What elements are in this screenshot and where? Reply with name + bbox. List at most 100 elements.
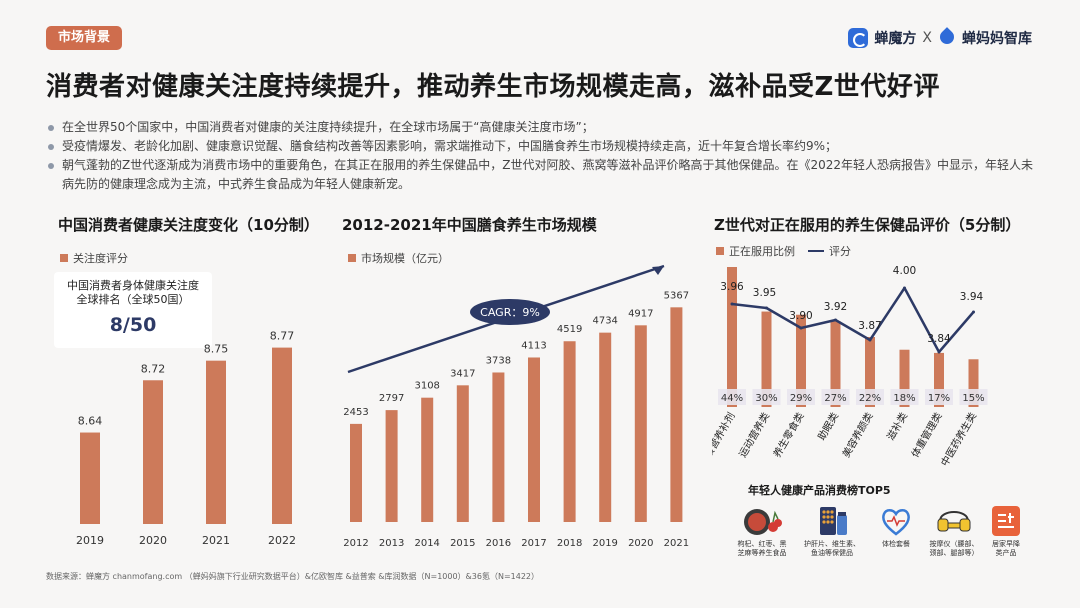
top5-label: 体检套餐 [882, 540, 910, 548]
x-tick-label: 2022 [268, 534, 296, 547]
bar [80, 432, 100, 524]
x-tick-label: 养生零食类 [770, 410, 806, 460]
chart3-legend: 正在服用比例 评分 [716, 243, 851, 259]
chart3-svg: 44% 膳食营养补剂 30% 运动营养类 29% 养生零食类 27% 助眠类 22% 美容养颜类 1… [712, 265, 988, 468]
bar [563, 341, 576, 522]
score-label: 3.94 [960, 291, 984, 303]
brand-left: 蝉魔方 [874, 31, 917, 47]
data-label: 15% [962, 393, 984, 404]
top5-label: 按摩仪（腰部、 [929, 540, 979, 548]
legend-swatch [60, 254, 68, 262]
score-point [765, 306, 768, 310]
data-label: 3738 [486, 355, 511, 366]
cagr-arrowhead [652, 266, 664, 275]
bar [456, 385, 469, 522]
bar [272, 347, 292, 524]
brand-separator: X [922, 30, 932, 46]
bar [599, 332, 612, 522]
chart1-legend: 关注度评分 [60, 250, 128, 266]
data-label: 8.72 [141, 362, 166, 375]
bar [634, 325, 647, 522]
x-tick-label: 2020 [628, 538, 653, 549]
chart1-legend-label: 关注度评分 [73, 252, 128, 265]
x-tick-label: 2019 [592, 538, 617, 549]
top5-label: 芝麻等养生食品 [737, 549, 787, 557]
brand-logos: 蝉魔方 X 蝉妈妈智库 [848, 24, 1032, 52]
bar [421, 397, 434, 522]
bar [899, 349, 910, 407]
legend-swatch [348, 254, 356, 262]
x-tick-label: 2016 [486, 538, 511, 549]
bar [350, 423, 362, 522]
bar [528, 357, 540, 522]
rank-value: 8/50 [109, 314, 157, 336]
x-tick-label: 2013 [379, 538, 404, 549]
supplement-bottle-icon [812, 505, 852, 537]
bar [830, 321, 841, 407]
bullet-list: 在全世界50个国家中，中国消费者对健康的关注度持续提升，在全球市场属于“高健康关… [48, 118, 1038, 194]
data-label: 8.75 [204, 343, 229, 356]
pct-label-bg [787, 389, 815, 405]
pct-label-bg [959, 389, 988, 405]
score-point [972, 310, 975, 314]
x-tick-label: 2017 [521, 538, 546, 549]
x-tick-label: 中医药养生类 [938, 410, 979, 468]
legend-line-swatch [808, 250, 824, 252]
x-tick-label: 滋补类 [884, 410, 910, 442]
rank-line1: 中国消费者身体健康关注度 [67, 279, 199, 292]
bar [727, 267, 737, 407]
bar [761, 311, 772, 407]
top5-item: 护肝片、维生素、 鱼油等保健品 [804, 505, 860, 558]
score-point [799, 326, 803, 330]
rank-box: 中国消费者身体健康关注度 全球排名（全球50国） 8/50 [54, 272, 212, 348]
x-tick-label: 2021 [202, 534, 230, 547]
score-label: 3.92 [824, 301, 847, 313]
pct-label-bg [821, 389, 850, 405]
x-tick-label: 助眠类 [815, 410, 841, 442]
hair-product-icon [986, 505, 1026, 537]
top5-label: 护肝片、维生素、 [804, 540, 860, 548]
goji-jujube-icon [742, 505, 782, 537]
score-label: 3.87 [858, 320, 881, 332]
top5-label: 鱼油等保健品 [811, 549, 853, 557]
score-line [731, 286, 975, 354]
data-label: 3417 [450, 368, 475, 379]
bar [796, 314, 806, 407]
page-title: 消费者对健康关注度持续提升，推动养生市场规模走高，滋补品受Z世代好评 [46, 72, 940, 102]
top5-label: 颈部、腿部等） [929, 549, 979, 557]
bar [385, 410, 398, 522]
top5-item: 居家早降 类产品 [978, 505, 1034, 558]
x-tick-label: 运动营养类 [736, 410, 772, 460]
chart2-svg: CAGR：9% 2453 2012 2797 2013 3108 2014 3417 2015 3… [343, 264, 689, 549]
x-tick-label: 2018 [557, 538, 582, 549]
health-checkup-icon [876, 505, 916, 537]
x-tick-label: 体重管理类 [908, 410, 944, 460]
chart2-title: 2012-2021年中国膳食养生市场规模 [342, 216, 597, 234]
x-tick-label: 2014 [414, 538, 439, 549]
data-label: 29% [790, 393, 812, 404]
brand-right: 蝉妈妈智库 [962, 31, 1032, 47]
pct-label-bg [890, 389, 919, 405]
chart3-legend-bar: 正在服用比例 [729, 245, 795, 258]
section-tag: 市场背景 [46, 26, 122, 50]
bar [143, 380, 163, 524]
bar [934, 352, 944, 407]
x-tick-label: 2012 [343, 538, 368, 549]
chanmofang-logo-icon [848, 28, 869, 48]
bar [865, 337, 875, 407]
score-label: 3.90 [789, 310, 812, 322]
x-tick-label: 膳食营养补剂 [712, 410, 738, 468]
x-tick-label: 2019 [76, 534, 104, 547]
data-label: 4734 [592, 316, 617, 327]
bar [968, 359, 979, 407]
data-label: 18% [893, 393, 915, 404]
score-label: 3.84 [927, 333, 951, 345]
top5-label: 居家早降 [992, 540, 1020, 548]
x-tick-label: 2020 [139, 534, 167, 547]
bar [492, 372, 505, 522]
data-label: 2797 [379, 393, 404, 404]
data-label: 30% [755, 393, 777, 404]
chart1-svg: 8.64 2019 8.72 2020 8.75 2021 8.77 2022 [76, 330, 296, 547]
cagr-label: CAGR：9% [480, 306, 540, 319]
rank-line2: 全球排名（全球50国） [76, 293, 190, 306]
